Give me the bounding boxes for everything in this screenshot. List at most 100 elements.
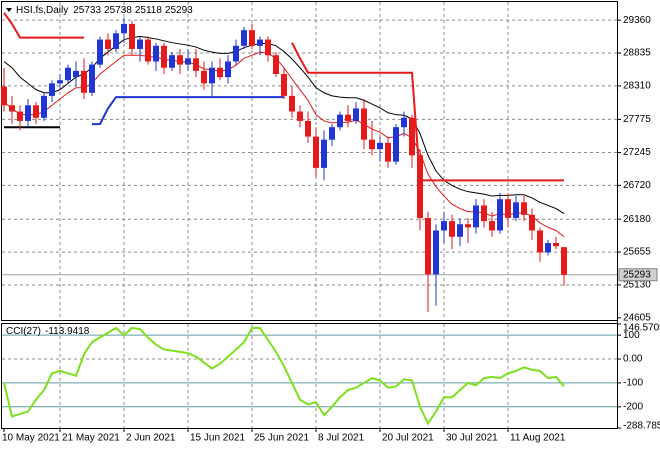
candle-body xyxy=(65,67,71,81)
candle-body xyxy=(385,142,391,162)
candle-body xyxy=(209,67,215,84)
candle-body xyxy=(425,217,431,275)
candle-body xyxy=(505,199,511,218)
candle-body xyxy=(121,23,127,34)
x-tick-label: 20 Jul 2021 xyxy=(382,433,434,444)
y-tick-label: -100 xyxy=(623,378,643,389)
candle-body xyxy=(553,243,559,247)
candle-body xyxy=(545,243,551,253)
candle-body xyxy=(449,221,455,237)
candle-body xyxy=(377,142,383,150)
cci-name: CCI(27) xyxy=(6,326,41,337)
candle-body xyxy=(313,136,319,168)
x-tick-label: 30 Jul 2021 xyxy=(446,433,498,444)
candle-body xyxy=(49,83,55,96)
indicator-line xyxy=(92,96,284,126)
candle-body xyxy=(329,127,335,140)
candle-body xyxy=(465,224,471,228)
indicator-line xyxy=(3,51,565,238)
candle-body xyxy=(481,205,487,222)
indicator-line xyxy=(3,12,84,39)
low-value: 25118 xyxy=(135,5,163,16)
candle-body xyxy=(521,202,527,215)
candle-body xyxy=(97,39,103,65)
candle-body xyxy=(113,33,119,49)
candle-body xyxy=(297,111,303,121)
candle-body xyxy=(393,127,399,162)
candle-body xyxy=(305,120,311,137)
candle-body xyxy=(321,139,327,168)
y-tick-label: -200 xyxy=(623,401,643,412)
candle-body xyxy=(513,202,519,218)
candle-body xyxy=(25,105,31,121)
candle-body xyxy=(369,139,375,150)
candle-body xyxy=(489,221,495,231)
candle-body xyxy=(361,108,367,140)
x-tick-label: 2 Jun 2021 xyxy=(126,433,176,444)
candle-body xyxy=(17,111,23,121)
y-tick-label: 146.5705 xyxy=(623,323,660,334)
candle-body xyxy=(81,70,87,93)
candle-body xyxy=(145,39,151,62)
candle-body xyxy=(9,105,15,112)
candle-body xyxy=(497,199,503,231)
candle-body xyxy=(89,64,95,93)
y-tick-label: 26720 xyxy=(623,180,651,191)
candle-body xyxy=(225,61,231,78)
candle-body xyxy=(129,23,135,49)
candle-body xyxy=(473,205,479,228)
candle-body xyxy=(265,39,271,56)
candle-body xyxy=(177,55,183,65)
header-arrow xyxy=(6,8,12,12)
candle-body xyxy=(441,221,447,231)
close-value: 25293 xyxy=(165,5,193,16)
candle-body xyxy=(1,86,7,106)
y-tick-label: 27245 xyxy=(623,147,651,158)
cci-line xyxy=(3,326,565,426)
candle-body xyxy=(249,30,255,46)
cci-value: -113.9418 xyxy=(45,326,90,337)
candle-body xyxy=(401,117,407,128)
candle-body xyxy=(257,39,263,46)
candle-body xyxy=(241,30,247,46)
y-tick-label: 0.00 xyxy=(623,354,643,365)
candle-body xyxy=(281,73,287,96)
candle-body xyxy=(457,224,463,237)
y-tick-label: 25130 xyxy=(623,280,651,291)
candle-body xyxy=(33,105,39,118)
candle-body xyxy=(345,114,351,121)
candle-body xyxy=(233,45,239,62)
y-tick-label: 100 xyxy=(623,330,640,341)
x-tick-label: 11 Aug 2021 xyxy=(510,433,566,444)
open-value: 25733 xyxy=(73,5,101,16)
x-tick-label: 21 May 2021 xyxy=(62,433,120,444)
candle-body xyxy=(273,55,279,74)
candle-body xyxy=(41,95,47,118)
y-tick-label: 29360 xyxy=(623,15,651,26)
candle-body xyxy=(337,114,343,128)
y-tick-label: 27775 xyxy=(623,114,651,125)
y-tick-label: 28835 xyxy=(623,48,651,59)
candle-body xyxy=(193,58,199,71)
candle-body xyxy=(417,155,423,218)
high-value: 25738 xyxy=(104,5,132,16)
candle-body xyxy=(537,230,543,253)
candle-body xyxy=(185,58,191,65)
candle-body xyxy=(73,70,79,78)
y-tick-label: 25655 xyxy=(623,247,651,258)
candle-body xyxy=(153,45,159,62)
main-header xyxy=(6,8,12,12)
candle-body xyxy=(137,39,143,49)
x-tick-label: 25 Jun 2021 xyxy=(254,433,309,444)
y-tick-label: -288.785 xyxy=(623,421,660,432)
x-tick-label: 15 Jun 2021 xyxy=(190,433,245,444)
current-price-label: 25293 xyxy=(623,269,651,280)
candle-body xyxy=(105,39,111,49)
x-tick-label: 8 Jul 2021 xyxy=(318,433,365,444)
candle-body xyxy=(289,95,295,112)
candle-body xyxy=(529,214,535,231)
candle-body xyxy=(169,55,175,68)
x-tick-label: 10 May 2021 xyxy=(2,433,60,444)
